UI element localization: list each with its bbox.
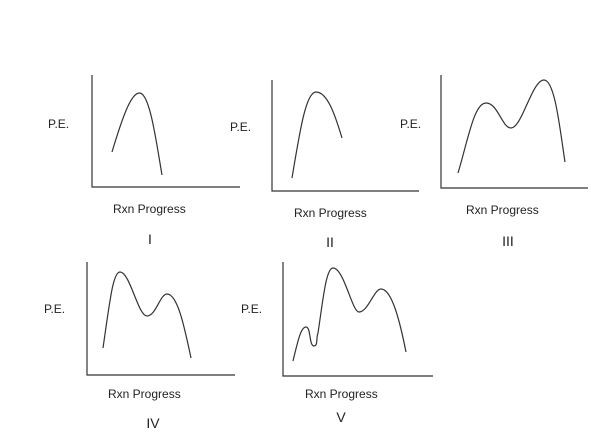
diagram-iii-curve: [457, 79, 566, 174]
diagram-ii-xlabel: Rxn Progress: [294, 206, 367, 220]
diagram-i-xlabel: Rxn Progress: [113, 202, 186, 216]
diagram-iv-xlabel: Rxn Progress: [108, 387, 181, 401]
diagram-v-ylabel: P.E.: [241, 302, 262, 316]
diagram-iii-axes: [440, 75, 588, 189]
diagram-i-curve: [111, 92, 163, 176]
diagram-ii: P.E. Rxn Progress II: [230, 80, 419, 250]
diagram-ii-numeral: II: [326, 234, 334, 250]
diagram-i: P.E. Rxn Progress I: [48, 75, 240, 247]
diagram-ii-curve: [291, 91, 343, 179]
diagram-iv-curve: [102, 271, 192, 359]
diagram-iii: P.E. Rxn Progress III: [400, 75, 588, 249]
diagram-iv-axes: [86, 262, 235, 376]
diagram-v-numeral: V: [336, 409, 346, 425]
diagram-i-numeral: I: [148, 231, 152, 247]
diagram-iii-ylabel: P.E.: [400, 117, 421, 131]
diagram-v: P.E. Rxn Progress V: [241, 262, 433, 425]
diagram-i-ylabel: P.E.: [48, 117, 69, 131]
diagram-v-curve: [292, 267, 407, 362]
diagram-iv-ylabel: P.E.: [44, 302, 65, 316]
diagram-ii-ylabel: P.E.: [230, 120, 251, 134]
diagram-v-axes: [282, 262, 433, 377]
diagram-iii-xlabel: Rxn Progress: [466, 203, 539, 217]
diagram-i-axes: [91, 75, 240, 188]
diagram-iv: P.E. Rxn Progress IV: [44, 262, 235, 431]
diagram-iii-numeral: III: [502, 233, 514, 249]
diagram-v-xlabel: Rxn Progress: [305, 387, 378, 401]
diagram-iv-numeral: IV: [146, 415, 160, 431]
diagram-ii-axes: [271, 80, 419, 192]
